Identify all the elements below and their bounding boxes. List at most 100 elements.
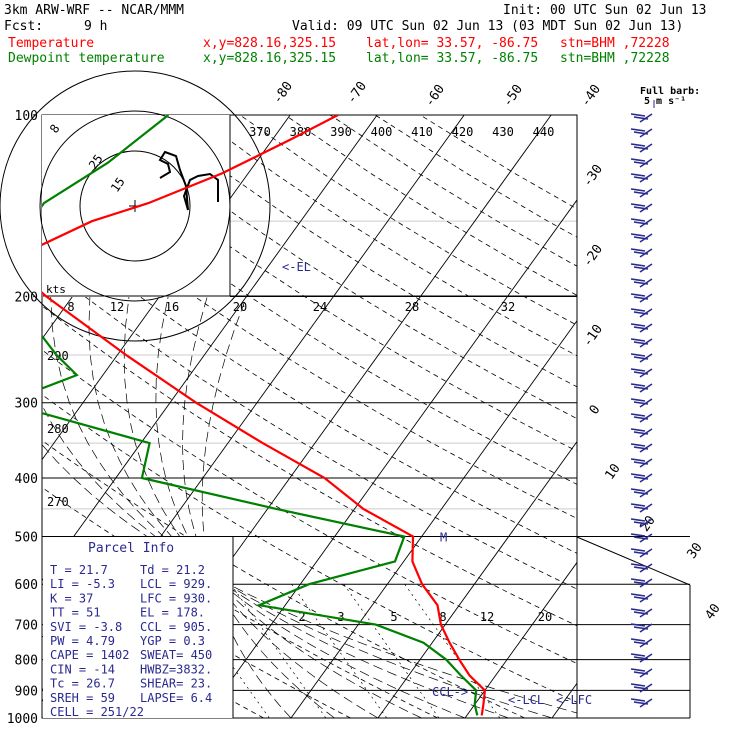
- dry-adiabat-line: [284, 115, 577, 296]
- wind-barb: [630, 233, 653, 243]
- theta-tick-label: 270: [47, 495, 69, 509]
- wind-barb: [630, 503, 653, 513]
- dry-adiabat-line: [42, 262, 577, 590]
- hodograph-speed-label: 20: [233, 300, 247, 314]
- barb-key-title: Full barb:: [640, 86, 700, 97]
- pressure-tick-label: 100: [15, 109, 38, 124]
- valid-time: Valid: 09 UTC Sun 02 Jun 13 (03 MDT Sun …: [292, 19, 684, 34]
- theta-tick-label: 400: [371, 125, 393, 139]
- wind-barb: [630, 188, 653, 198]
- hodograph-speed-label: 28: [405, 300, 419, 314]
- mixing-ratio-line: [343, 584, 440, 718]
- wind-barb: [630, 323, 653, 333]
- dry-adiabat-line: [419, 115, 577, 210]
- wind-barb: [630, 488, 653, 498]
- wind-barb: [630, 593, 653, 603]
- wind-barb: [630, 638, 653, 648]
- mixing-ratio-label: 20: [538, 610, 552, 624]
- hodograph-speed-label: 32: [501, 300, 515, 314]
- isotherm-tick-label: -40: [578, 82, 604, 110]
- theta-tick-label: 440: [533, 125, 555, 139]
- isotherm-tick-label: -20: [580, 242, 606, 270]
- isotherm-line: [464, 561, 577, 718]
- forecast-label: Fcst:: [4, 19, 44, 34]
- hodograph-units-label: kts: [46, 283, 66, 296]
- dry-adiabat-line: [42, 535, 351, 718]
- dry-adiabat-line: [42, 349, 577, 664]
- pressure-tick-label: 500: [15, 530, 38, 545]
- parcel-row-left: T = 21.7: [50, 563, 108, 577]
- wind-barb: [630, 533, 653, 543]
- theta-tick-label: 380: [290, 125, 312, 139]
- theta-tick-label: 410: [411, 125, 433, 139]
- temperature-legend: Temperature: [8, 36, 95, 51]
- dewpoint-xy: x,y=828.16,325.15: [203, 51, 337, 66]
- hodograph-ring-label: 15: [108, 175, 128, 195]
- wind-barb: [630, 248, 653, 258]
- mixing-ratio-label: 2: [298, 610, 305, 624]
- level-annotation: M: [440, 530, 447, 544]
- isotherm-tick-label: -50: [500, 82, 526, 110]
- parcel-row-right: Td = 21.2: [140, 563, 205, 577]
- wind-barb: [630, 443, 653, 453]
- isotherm-tick-label: -30: [580, 162, 606, 190]
- lower-frame-edge: [576, 536, 691, 586]
- level-annotation: <-LFC: [556, 693, 592, 707]
- parcel-row-right: HWBZ=3832.: [140, 662, 212, 676]
- pressure-tick-label: 300: [15, 397, 38, 412]
- parcel-row-right: CCL = 905.: [140, 620, 212, 634]
- wind-barb: [630, 293, 653, 303]
- wind-barb: [630, 458, 653, 468]
- wind-barb: [630, 548, 653, 558]
- wind-barb: [630, 338, 653, 348]
- dry-adiabat-line: [42, 220, 577, 554]
- hodograph-ring: [79, 150, 191, 262]
- parcel-row-left: SREH = 59: [50, 691, 115, 705]
- pressure-tick-label: 400: [15, 472, 38, 487]
- wind-barb: [630, 128, 653, 138]
- dry-adiabat-line: [374, 115, 577, 238]
- hodograph-speed-label: 12: [110, 300, 124, 314]
- dry-adiabat-line: [42, 394, 577, 703]
- temperature-latlon: lat,lon= 33.57, -86.75: [366, 36, 539, 51]
- parcel-row-left: CELL = 251/22: [50, 705, 144, 719]
- pressure-tick-label: 700: [15, 619, 38, 634]
- parcel-row-right: SHEAR= 23.: [140, 677, 212, 691]
- wind-barb: [630, 473, 653, 483]
- isotherm-tick-label: 20: [637, 513, 658, 534]
- init-time: Init: 00 UTC Sun 02 Jun 13: [503, 3, 707, 18]
- wind-barb: [630, 263, 653, 273]
- mixing-ratio-label: 8: [439, 610, 446, 624]
- mixing-ratio-label: 12: [480, 610, 494, 624]
- forecast-hour: 9 h: [84, 19, 108, 34]
- theta-tick-label: 390: [330, 125, 352, 139]
- theta-tick-label: 370: [249, 125, 271, 139]
- wind-barb: [630, 368, 653, 378]
- wind-barb: [630, 383, 653, 393]
- isotherm-line: [377, 440, 577, 718]
- parcel-row-right: LCL = 929.: [140, 577, 212, 591]
- plot-border: [41, 114, 578, 719]
- parcel-row-left: TT = 51: [50, 606, 101, 620]
- wind-barb: [630, 563, 653, 573]
- isotherm-line: [42, 115, 378, 582]
- parcel-row-right: LFC = 930.: [140, 591, 212, 605]
- theta-tick-label: 280: [47, 422, 69, 436]
- theta-tick-label: 430: [492, 125, 514, 139]
- dewpoint-legend: Dewpoint temperature: [8, 51, 165, 66]
- level-annotation: CCL->: [432, 685, 468, 699]
- wind-barb: [630, 218, 653, 228]
- pressure-tick-label: 200: [15, 291, 38, 306]
- wind-barb: [630, 308, 653, 318]
- mixing-ratio-line: [230, 584, 327, 718]
- parcel-info-title: Parcel Info: [88, 541, 174, 556]
- mixing-ratio-label: 3: [337, 610, 344, 624]
- dry-adiabat-line: [149, 115, 577, 388]
- wind-barb: [630, 608, 653, 618]
- parcel-row-left: Tc = 26.7: [50, 677, 115, 691]
- wind-barb: [630, 278, 653, 288]
- parcel-row-right: YGP = 0.3: [140, 634, 205, 648]
- isotherm-tick-label: 10: [602, 461, 623, 482]
